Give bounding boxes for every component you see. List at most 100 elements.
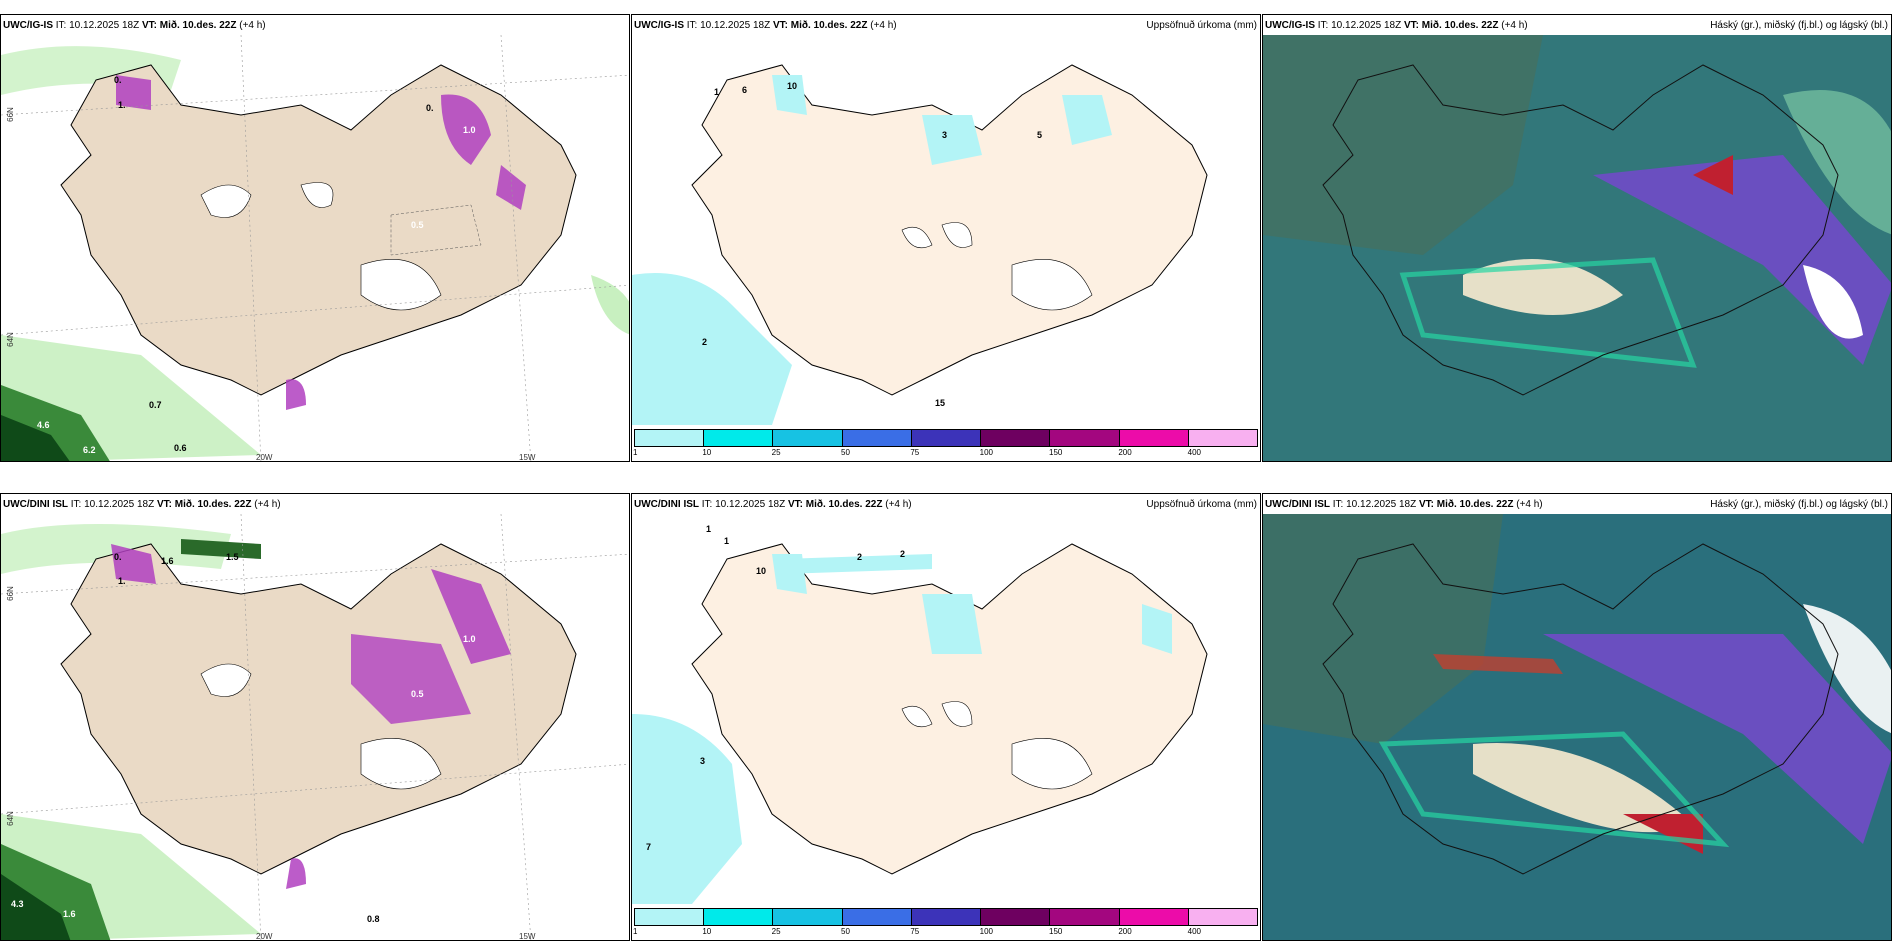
- colorbar-cell: [1119, 909, 1189, 925]
- wind-precip-panel-dini: UWC/DINI ISL IT: 10.12.2025 18Z VT: Mið.…: [0, 493, 630, 941]
- panel-subtitle: Háský (gr.), miðský (fj.bl.) og lágský (…: [1710, 499, 1888, 510]
- precip-value: 1: [724, 536, 730, 546]
- colorbar-tick: 75: [910, 927, 920, 936]
- panel-title: UWC/IG-IS IT: 10.12.2025 18Z VT: Mið. 10…: [1265, 20, 1528, 31]
- value-label: 0.: [114, 75, 122, 85]
- panel-title: UWC/DINI ISL IT: 10.12.2025 18Z VT: Mið.…: [634, 499, 912, 510]
- colorbar-cell: [911, 430, 982, 446]
- colorbar-tick: 150: [1049, 927, 1063, 936]
- precip-panel-dini: UWC/DINI ISL IT: 10.12.2025 18Z VT: Mið.…: [631, 493, 1261, 941]
- cloud-map[interactable]: [1263, 514, 1891, 940]
- lon-label: 15W: [519, 932, 536, 941]
- cloud-panel-dini: UWC/DINI ISL IT: 10.12.2025 18Z VT: Mið.…: [1262, 493, 1892, 941]
- value-label: 1.0: [463, 634, 476, 644]
- colorbar-tick: 150: [1049, 448, 1063, 457]
- colorbar-tick: 10: [702, 448, 712, 457]
- panel-title: UWC/DINI ISL IT: 10.12.2025 18Z VT: Mið.…: [3, 499, 281, 510]
- precip-value: 1: [706, 524, 712, 534]
- wind-precip-panel-ig: UWC/IG-IS IT: 10.12.2025 18Z VT: Mið. 10…: [0, 14, 630, 462]
- precip-value: 3: [700, 756, 706, 766]
- colorbar-cell: [981, 909, 1051, 925]
- colorbar-cell: [635, 909, 705, 925]
- colorbar-tick: 50: [841, 448, 850, 457]
- colorbar-cell: [1188, 909, 1257, 925]
- colorbar-cell: [1050, 430, 1120, 446]
- value-label: 1.5: [226, 552, 239, 562]
- wind-map[interactable]: [1, 514, 629, 940]
- value-label: 1.6: [161, 556, 174, 566]
- precip-value: 2: [900, 549, 906, 559]
- colorbar-cell: [911, 909, 982, 925]
- colorbar-tick: 25: [771, 448, 781, 457]
- lon-label: 20W: [256, 453, 273, 462]
- value-label: 0.: [426, 103, 434, 113]
- value-label: 0.5: [411, 689, 424, 699]
- precip-value: 6: [742, 85, 748, 95]
- precip-value: 2: [857, 552, 863, 562]
- panel-title: UWC/DINI ISL IT: 10.12.2025 18Z VT: Mið.…: [1265, 499, 1543, 510]
- panel-subtitle: Uppsöfnuð úrkoma (mm): [1146, 499, 1257, 510]
- colorbar-cell: [635, 430, 705, 446]
- colorbar-tick: 25: [771, 927, 781, 936]
- lon-label: 15W: [519, 453, 536, 462]
- colorbar-cell: [842, 430, 912, 446]
- colorbar-tick: 100: [979, 927, 994, 936]
- precip-value: 7: [646, 842, 652, 852]
- value-label: 4.6: [37, 420, 50, 430]
- colorbar-tick: 400: [1187, 927, 1202, 936]
- wind-map[interactable]: [1, 35, 629, 461]
- value-label: 0.: [114, 552, 122, 562]
- precip-panel-ig: UWC/IG-IS IT: 10.12.2025 18Z VT: Mið. 10…: [631, 14, 1261, 462]
- panel-title: UWC/IG-IS IT: 10.12.2025 18Z VT: Mið. 10…: [3, 20, 266, 31]
- colorbar-cell: [1119, 430, 1189, 446]
- cloud-map[interactable]: [1263, 35, 1891, 461]
- lat-label: 66N: [5, 107, 15, 122]
- precip-colorbar: 1 10 25 50 75 100 150 200 400: [633, 908, 1258, 938]
- precip-colorbar: 1 10 25 50 75 100 150 200 400: [633, 429, 1258, 459]
- lon-label: 20W: [256, 932, 273, 941]
- precip-value: 1: [714, 87, 720, 97]
- value-label: 0.6: [174, 443, 187, 453]
- colorbar-tick: 75: [910, 448, 920, 457]
- lat-label: 64N: [5, 332, 15, 347]
- value-label: 0.8: [367, 914, 380, 924]
- colorbar-cell: [773, 909, 843, 925]
- colorbar-cell: [981, 430, 1051, 446]
- colorbar-cell: [773, 430, 843, 446]
- value-label: 0.7: [149, 400, 162, 410]
- precip-map[interactable]: [632, 35, 1260, 425]
- value-label: 1.0: [463, 125, 476, 135]
- panel-title: UWC/IG-IS IT: 10.12.2025 18Z VT: Mið. 10…: [634, 20, 897, 31]
- precip-map[interactable]: [632, 514, 1260, 904]
- colorbar-tick: 1: [633, 927, 638, 936]
- colorbar-tick: 400: [1187, 448, 1202, 457]
- value-label: 0.5: [411, 220, 424, 230]
- cloud-panel-ig: UWC/IG-IS IT: 10.12.2025 18Z VT: Mið. 10…: [1262, 14, 1892, 462]
- lat-label: 66N: [5, 586, 15, 601]
- colorbar-cell: [704, 909, 774, 925]
- value-label: 4.3: [11, 899, 24, 909]
- precip-value: 2: [702, 337, 708, 347]
- precip-value: 10: [787, 81, 798, 91]
- colorbar-tick: 100: [979, 448, 994, 457]
- colorbar-cell: [1188, 430, 1257, 446]
- colorbar-cell: [1050, 909, 1120, 925]
- colorbar-cell: [842, 909, 912, 925]
- colorbar-tick: 1: [633, 448, 638, 457]
- value-label: 6.2: [83, 445, 96, 455]
- panel-subtitle: Háský (gr.), miðský (fj.bl.) og lágský (…: [1710, 20, 1888, 31]
- precip-value: 10: [756, 566, 767, 576]
- value-label: 1.: [118, 100, 126, 110]
- colorbar-tick: 10: [702, 927, 712, 936]
- colorbar-cell: [704, 430, 774, 446]
- precip-value: 15: [935, 398, 946, 408]
- value-label: 1.6: [63, 909, 76, 919]
- colorbar-tick: 200: [1118, 448, 1132, 457]
- lat-label: 64N: [5, 811, 15, 826]
- precip-value: 3: [942, 130, 948, 140]
- colorbar-tick: 50: [841, 927, 850, 936]
- panel-subtitle: Uppsöfnuð úrkoma (mm): [1146, 20, 1257, 31]
- value-label: 1.: [118, 576, 126, 586]
- colorbar-tick: 200: [1118, 927, 1132, 936]
- precip-value: 5: [1037, 130, 1043, 140]
